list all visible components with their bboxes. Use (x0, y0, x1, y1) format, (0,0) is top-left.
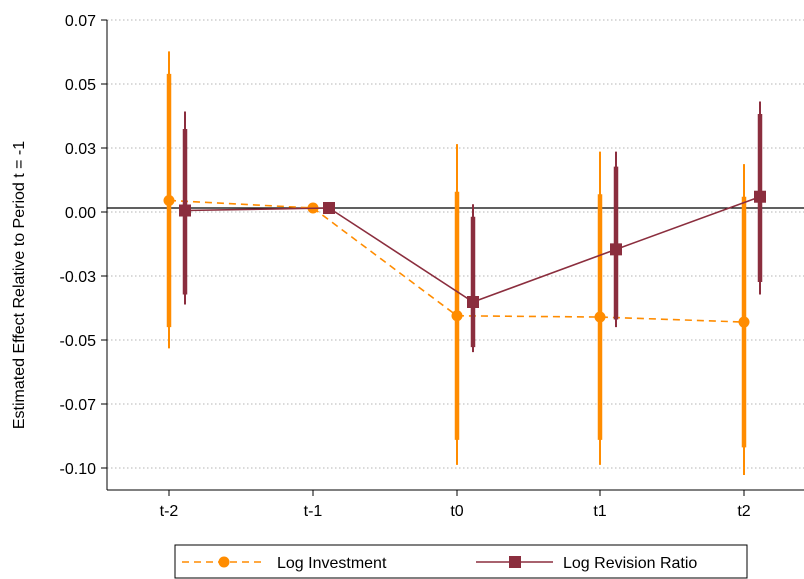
x-tick-label: t2 (737, 503, 750, 520)
legend-label: Log Revision Ratio (563, 555, 697, 572)
y-tick-label: 0.07 (65, 13, 96, 30)
data-point (610, 243, 622, 256)
y-tick-label: 0.05 (65, 77, 96, 94)
series (163, 51, 766, 475)
legend: Log Investment Log Revision Ratio (174, 544, 748, 579)
x-tick-label: t-1 (304, 503, 323, 520)
data-point (594, 311, 606, 323)
data-point (754, 190, 766, 203)
data-point (451, 310, 463, 322)
data-point (323, 202, 335, 214)
y-tick-label: 0.00 (65, 205, 96, 222)
y-tick-label: -0.05 (60, 333, 97, 350)
y-tick-label: -0.07 (60, 397, 97, 414)
series-log-revision-ratio (179, 101, 766, 353)
legend-label: Log Investment (277, 555, 387, 572)
x-tick-label: t0 (450, 503, 463, 520)
x-tick-label: t-2 (160, 503, 179, 520)
data-point (738, 316, 750, 328)
tick-labels: 0.07 0.05 0.03 0.00 -0.03 -0.05 -0.07 -0.10 t-2 t… (60, 13, 751, 520)
data-point (163, 194, 175, 206)
legend-marker (509, 556, 521, 568)
data-point (179, 204, 191, 217)
x-tick-label: t1 (593, 503, 606, 520)
data-point (467, 296, 479, 308)
y-tick-label: -0.10 (60, 461, 97, 478)
y-tick-label: 0.03 (65, 141, 96, 158)
legend-marker (218, 556, 230, 568)
y-axis-title: Estimated Effect Relative to Period t = … (11, 141, 28, 429)
legend-box (174, 544, 748, 579)
axes (101, 19, 804, 496)
y-tick-label: -0.03 (60, 269, 97, 286)
series-log-investment (163, 51, 750, 475)
